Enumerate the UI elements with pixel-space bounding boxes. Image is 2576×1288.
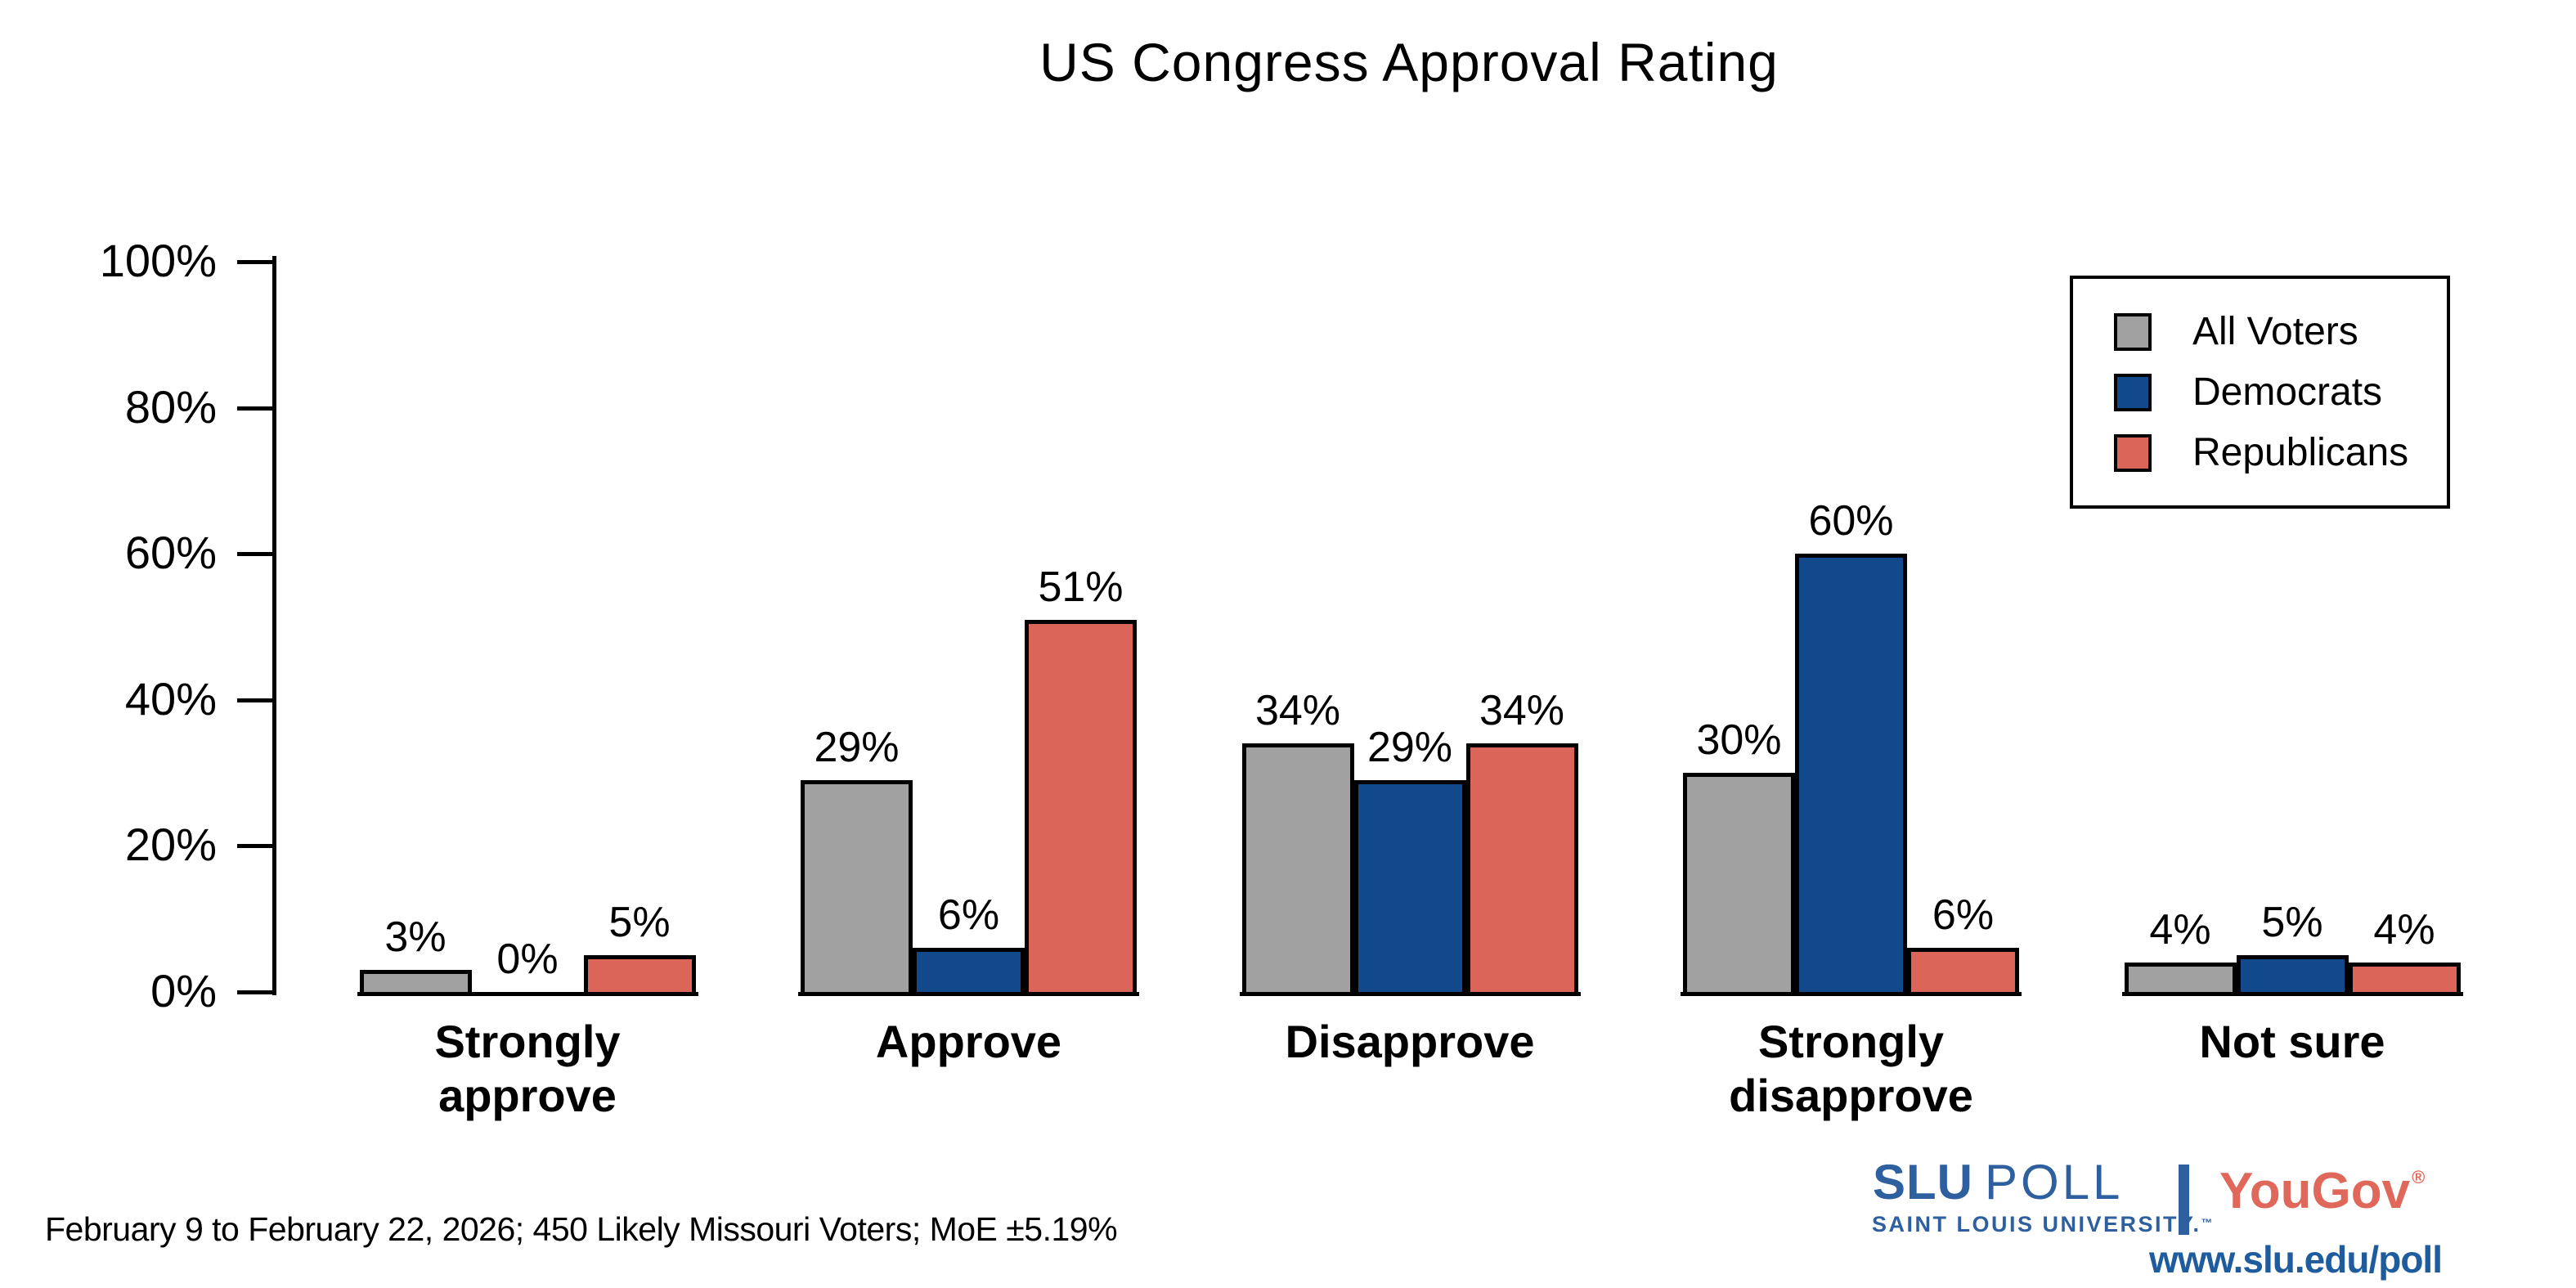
y-axis-line [272, 256, 276, 995]
legend-label: Republicans [2192, 431, 2409, 474]
y-axis-tick-label: 20% [124, 819, 217, 871]
y-axis-tick [237, 406, 274, 411]
registered-symbol: ® [2412, 1167, 2426, 1187]
bar-value-label: 60% [1808, 497, 1894, 545]
category-label: Strongly disapprove [1729, 1016, 1973, 1122]
y-axis-tick [237, 990, 274, 994]
bar-value-label: 3% [384, 913, 447, 961]
bar-value-label: 6% [937, 891, 1000, 939]
category-label: Disapprove [1285, 1016, 1535, 1067]
bar-republicans [2348, 963, 2461, 996]
chart-title: US Congress Approval Rating [1039, 32, 1779, 92]
logo-divider [2179, 1165, 2189, 1235]
category-label: Strongly approve [434, 1016, 621, 1122]
y-axis-tick-label: 0% [150, 965, 217, 1016]
bar-republicans [1907, 948, 2019, 996]
yougov-wordmark: YouGov® [2219, 1166, 2425, 1217]
bar-democrats [1353, 780, 1466, 996]
bar-republicans [583, 955, 696, 996]
legend-item: Republicans [2114, 430, 2447, 475]
slu-subtitle-text: SAINT LOUIS UNIVERSITY. [1872, 1212, 2201, 1236]
y-axis-tick [237, 260, 274, 264]
trademark-symbol: ™ [2201, 1216, 2213, 1229]
footer-note: February 9 to February 22, 2026; 450 Lik… [45, 1210, 1118, 1248]
bar-all-voters [359, 970, 472, 996]
bar-republicans [1465, 743, 1578, 996]
bar-value-label: 51% [1038, 563, 1124, 611]
category-label: Not sure [2199, 1016, 2385, 1067]
legend-label: Democrats [2192, 370, 2383, 414]
bar-value-label: 4% [2149, 906, 2211, 954]
group-baseline [357, 992, 698, 996]
legend-item: All Voters [2114, 309, 2447, 354]
bar-democrats [1795, 554, 1907, 996]
slu-text: SLU [1873, 1155, 1973, 1209]
legend-item: Democrats [2114, 370, 2447, 415]
slu-subtitle: SAINT LOUIS UNIVERSITY.™ [1872, 1214, 2213, 1236]
bar-value-label: 34% [1479, 687, 1565, 734]
slu-poll-wordmark: SLU POLL [1873, 1158, 2123, 1207]
bar-democrats [913, 948, 1025, 996]
bar-all-voters [801, 780, 913, 996]
bar-value-label: 29% [1367, 724, 1453, 771]
yougov-text: YouGov [2219, 1163, 2411, 1219]
bar-all-voters [1241, 743, 1354, 996]
bar-value-label: 5% [608, 899, 671, 946]
poll-text: POLL [1985, 1155, 2124, 1209]
legend-swatch-republicans [2114, 433, 2152, 472]
y-axis-tick-label: 60% [124, 527, 217, 579]
legend-label: All Voters [2192, 310, 2358, 353]
bar-all-voters [2124, 963, 2237, 996]
y-axis-tick [237, 552, 274, 557]
bar-value-label: 29% [814, 724, 900, 771]
y-axis-tick [237, 698, 274, 702]
website-url: www.slu.edu/poll [2149, 1238, 2443, 1281]
bar-value-label: 30% [1696, 716, 1782, 764]
y-axis-tick-label: 40% [124, 672, 217, 725]
bar-value-label: 34% [1254, 687, 1341, 734]
bar-value-label: 6% [1932, 891, 1995, 939]
bar-republicans [1025, 620, 1137, 996]
bar-all-voters [1683, 773, 1795, 996]
bar-value-label: 5% [2261, 899, 2323, 946]
legend-swatch-all-voters [2114, 312, 2152, 351]
legend: All Voters Democrats Republicans [2070, 276, 2450, 509]
y-axis-tick [237, 844, 274, 849]
y-axis-tick-label: 100% [99, 235, 217, 286]
bar-value-label: 4% [2373, 906, 2435, 954]
y-axis-tick-label: 80% [124, 380, 217, 433]
category-label: Approve [875, 1016, 1062, 1067]
bar-democrats [2236, 955, 2349, 996]
bar-value-label: 0% [496, 936, 559, 983]
legend-swatch-democrats [2114, 373, 2152, 411]
